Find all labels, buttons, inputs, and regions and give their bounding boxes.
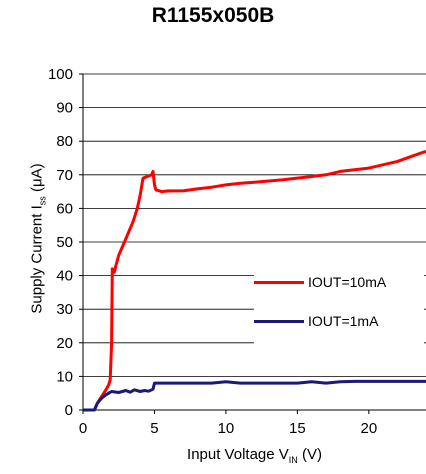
x-tick-label: 10 bbox=[218, 420, 235, 437]
y-tick-label: 60 bbox=[56, 200, 73, 217]
x-axis-label-main: Input Voltage V bbox=[187, 446, 289, 463]
y-tick-label: 10 bbox=[56, 368, 73, 385]
y-tick-label: 90 bbox=[56, 100, 73, 117]
y-tick-label: 40 bbox=[56, 268, 73, 285]
y-axis-label-unit: (μA) bbox=[28, 163, 46, 197]
x-tick-label: 0 bbox=[79, 420, 87, 437]
y-tick-label: 70 bbox=[56, 167, 73, 184]
y-tick-label: 50 bbox=[56, 234, 73, 251]
series-line-1 bbox=[83, 379, 426, 412]
y-axis-label-sub: ss bbox=[37, 196, 48, 206]
y-axis-label-main: Supply Current I bbox=[28, 205, 46, 314]
x-tick-label: 5 bbox=[150, 420, 158, 437]
legend-item-1ma: IOUT=1mA bbox=[254, 311, 378, 331]
legend-item-10ma: IOUT=10mA bbox=[254, 272, 386, 292]
chart-title: R1155x050B bbox=[151, 4, 275, 27]
y-tick-label: 20 bbox=[56, 335, 73, 352]
legend-swatch-1ma bbox=[254, 319, 304, 323]
legend-swatch-10ma bbox=[254, 280, 304, 284]
legend-label-10ma: IOUT=10mA bbox=[308, 274, 387, 290]
x-tick-label: 15 bbox=[289, 420, 306, 437]
y-tick-label: 100 bbox=[48, 66, 73, 83]
legend-label-1ma: IOUT=1mA bbox=[308, 313, 379, 329]
y-tick-label: 30 bbox=[56, 301, 73, 318]
x-axis-label-sub: IN bbox=[288, 455, 298, 465]
series-line-0 bbox=[83, 149, 426, 412]
legend: IOUT=10mA IOUT=1mA bbox=[254, 266, 424, 346]
y-tick-label: 0 bbox=[65, 402, 73, 419]
x-tick-label: 20 bbox=[360, 420, 377, 437]
y-axis-label: Supply Current Iss (μA) bbox=[29, 99, 48, 379]
x-axis-label-unit: (V) bbox=[297, 446, 322, 463]
y-tick-label: 80 bbox=[56, 133, 73, 150]
x-axis-label: Input Voltage VIN (V) bbox=[83, 446, 426, 465]
